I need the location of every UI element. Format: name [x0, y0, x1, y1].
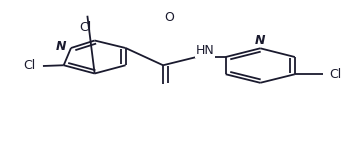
- Text: Cl: Cl: [329, 68, 342, 81]
- Text: Cl: Cl: [23, 60, 36, 72]
- Text: HN: HN: [196, 45, 215, 57]
- Text: Cl: Cl: [79, 21, 92, 34]
- Text: N: N: [255, 34, 265, 47]
- Text: O: O: [164, 11, 174, 24]
- Text: N: N: [56, 40, 66, 53]
